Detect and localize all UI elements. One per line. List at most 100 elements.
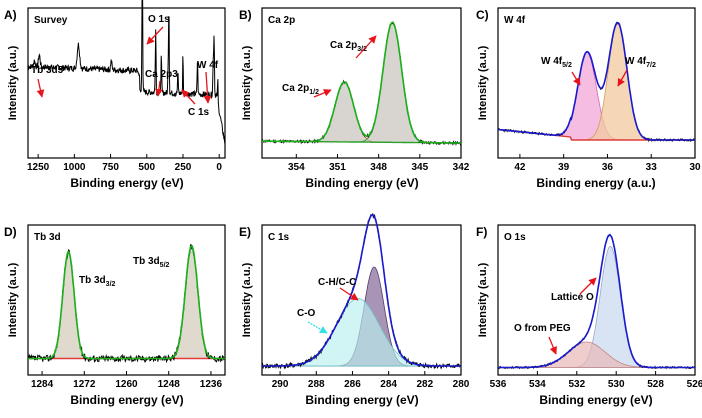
anno-ca2p32: Ca 2p3/2 [330, 40, 367, 53]
panel-e: E) C 1s 290 288 286 284 282 280 Binding energ… [239, 213, 470, 407]
anno-c1s-arrow [181, 89, 196, 105]
x-tick-label: 532 [568, 379, 585, 390]
x-tick-label: 0 [216, 162, 222, 173]
panel-a-x-ticks: 1250 1000 750 500 250 0 [27, 154, 222, 173]
anno-ca2p12: Ca 2p1/2 [282, 83, 319, 96]
panel-d-xlabel: Binding energy (eV) [70, 393, 183, 407]
anno-tb3d5-arrow [36, 78, 45, 98]
panel-a-letter: A) [4, 8, 17, 22]
anno-c1s: C 1s [188, 107, 210, 118]
anno-lattice-o-arrow [579, 277, 597, 295]
panel-d-spectrum [27, 243, 226, 364]
anno-tb3d5: Tb 3d5 [31, 65, 64, 76]
x-tick-label: 354 [288, 162, 305, 173]
panel-d: D) Tb 3d 1284 1272 1260 1248 1236 Binding en… [4, 224, 226, 407]
x-tick-label: 39 [558, 162, 570, 173]
anno-o1s: O 1s [148, 14, 170, 25]
anno-ca2p32-arrow [355, 35, 377, 59]
panel-c-title: W 4f [504, 15, 526, 26]
anno-w4f52-arrow [571, 71, 581, 86]
panel-d-letter: D) [4, 225, 17, 239]
x-tick-label: 500 [138, 162, 155, 173]
x-tick-label: 1248 [158, 379, 181, 390]
x-tick-label: 528 [647, 379, 664, 390]
panel-a-title: Survey [34, 15, 68, 26]
x-tick-label: 286 [344, 379, 361, 390]
x-tick-label: 348 [370, 162, 387, 173]
x-tick-label: 1284 [31, 379, 54, 390]
panel-e-x-ticks: 290 288 286 284 282 280 [272, 371, 470, 390]
panel-d-title: Tb 3d [34, 232, 61, 243]
panel-c-ylabel: Intensity (a.u.) [477, 45, 489, 120]
x-tick-label: 33 [646, 162, 658, 173]
anno-o1s-arrow [146, 26, 164, 45]
panel-f: F) O 1s 536 534 532 530 528 526 Binding energ… [476, 224, 702, 407]
panel-f-xlabel: Binding energy (eV) [539, 393, 652, 407]
panel-a-xlabel: Binding energy (eV) [70, 176, 183, 190]
anno-o-peg: O from PEG [514, 323, 571, 334]
panel-f-spectrum [497, 233, 696, 370]
panel-d-ylabel: Intensity (a.u.) [7, 262, 19, 337]
x-tick-label: 526 [687, 379, 702, 390]
x-tick-label: 530 [608, 379, 625, 390]
anno-ca2p12-arrow [313, 89, 332, 98]
panel-b-ylabel: Intensity (a.u.) [241, 45, 253, 120]
anno-tb3d32: Tb 3d3/2 [79, 275, 116, 288]
anno-w4f: W 4f [197, 60, 219, 71]
fit-envelope [498, 234, 695, 369]
x-tick-label: 250 [175, 162, 192, 173]
anno-ca2p3-arrow [155, 80, 163, 97]
x-tick-label: 1272 [73, 379, 96, 390]
x-tick-label: 534 [529, 379, 546, 390]
panel-e-spectrum [261, 213, 462, 370]
panel-e-title: C 1s [268, 232, 290, 243]
x-tick-label: 284 [380, 379, 397, 390]
x-tick-label: 30 [689, 162, 701, 173]
x-tick-label: 536 [490, 379, 507, 390]
anno-w4f-arrow [203, 71, 212, 104]
panel-c-spectrum [497, 21, 696, 143]
x-tick-label: 1236 [200, 379, 223, 390]
anno-w4f52: W 4f5/2 [541, 56, 572, 69]
x-tick-label: 288 [308, 379, 325, 390]
anno-chcc-arrow [339, 287, 359, 301]
x-tick-label: 1000 [63, 162, 86, 173]
panel-e-letter: E) [239, 225, 251, 239]
x-tick-label: 282 [416, 379, 433, 390]
panel-a-spectrum [27, 0, 226, 145]
fit-envelope [262, 21, 461, 144]
panel-f-ylabel: Intensity (a.u.) [477, 262, 489, 337]
x-tick-label: 36 [602, 162, 614, 173]
anno-chcc: C-H/C-C [318, 277, 356, 288]
x-tick-label: 290 [272, 379, 289, 390]
panel-f-x-ticks: 536 534 532 530 528 526 [490, 371, 702, 390]
fit-envelope [28, 245, 225, 360]
panel-c-x-ticks: 42 39 36 33 30 [514, 154, 701, 173]
panel-d-x-ticks: 1284 1272 1260 1248 1236 [31, 371, 223, 390]
panel-a: A) Survey 1250 1000 750 500 250 0 Binding ene… [4, 0, 226, 190]
survey-line [27, 0, 226, 145]
anno-tb3d52: Tb 3d5/2 [133, 256, 170, 269]
panel-b-letter: B) [239, 8, 252, 22]
anno-co-arrow [307, 321, 328, 334]
panel-b-spectrum [261, 21, 462, 147]
x-tick-label: 1260 [115, 379, 138, 390]
panel-c-letter: C) [476, 8, 489, 22]
panel-b: B) Ca 2p 354 351 348 345 342 Binding energy … [239, 7, 470, 190]
anno-w4f72: W 4f7/2 [625, 56, 656, 69]
anno-w4f72-arrow [617, 69, 628, 87]
x-tick-label: 345 [411, 162, 428, 173]
panel-e-ylabel: Intensity (a.u.) [241, 262, 253, 337]
x-tick-label: 42 [514, 162, 526, 173]
fit-envelope [497, 21, 695, 141]
anno-lattice-o: Lattice O [551, 292, 594, 303]
panel-a-ylabel: Intensity (a.u.) [7, 45, 19, 120]
panel-b-x-ticks: 354 351 348 345 342 [288, 154, 470, 173]
x-tick-label: 1250 [27, 162, 50, 173]
panel-b-xlabel: Binding energy (eV) [305, 176, 418, 190]
panel-f-letter: F) [476, 225, 487, 239]
x-tick-label: 351 [329, 162, 346, 173]
x-tick-label: 342 [453, 162, 470, 173]
panel-c-xlabel: Binding energy (a.u.) [536, 176, 655, 190]
